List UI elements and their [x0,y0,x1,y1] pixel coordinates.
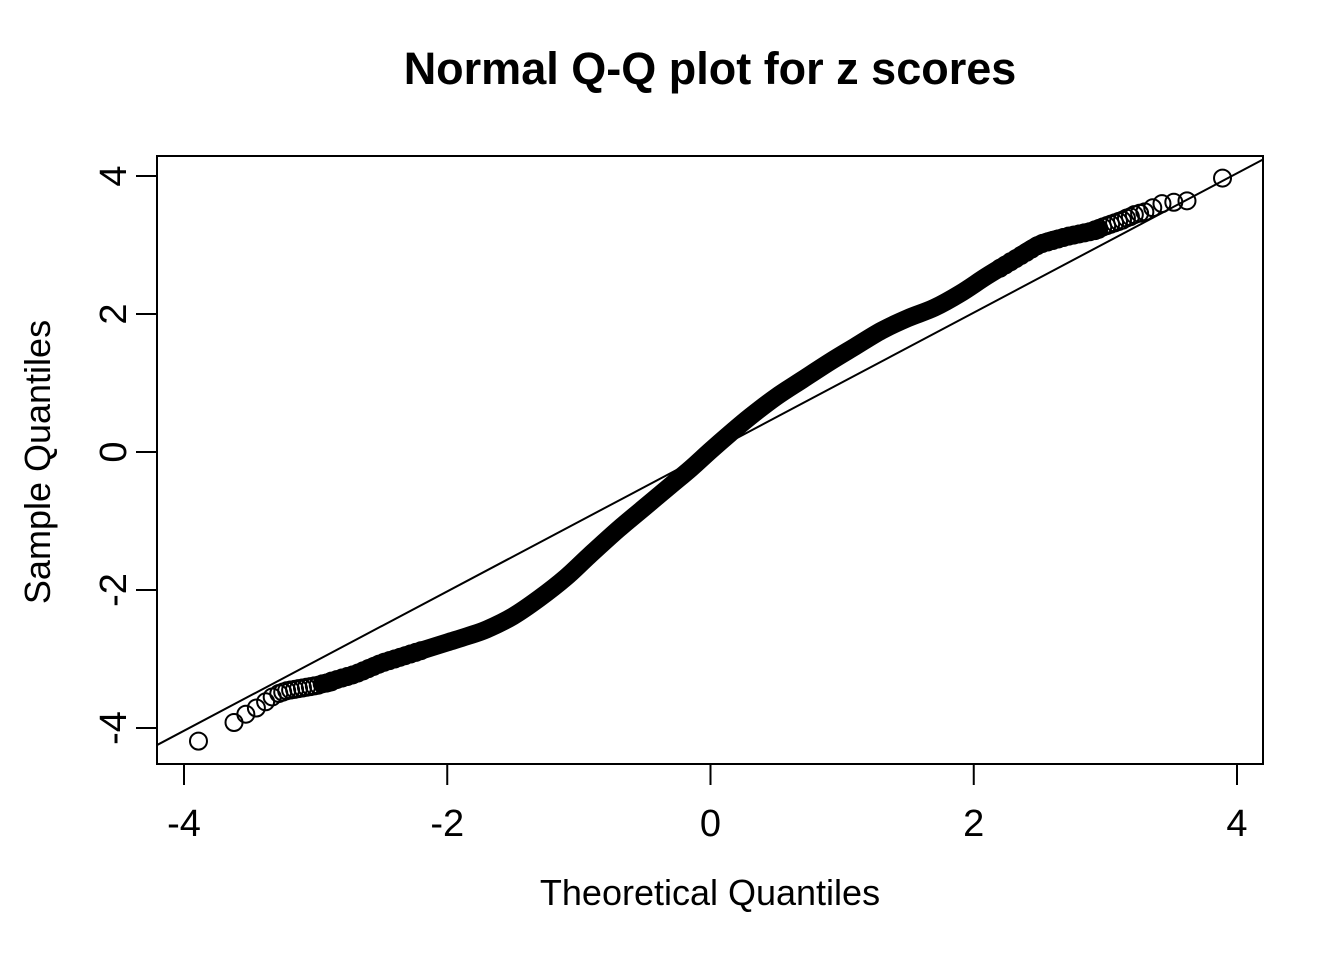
band-edge-circle [1001,252,1021,272]
y-tick-label: 2 [93,303,135,324]
y-tick-label: 0 [93,441,135,462]
left-tail-circle [273,682,293,702]
band-edge-circle [995,255,1015,275]
band-edge-circle [1011,245,1031,265]
left-chain-circle [321,672,341,692]
x-tick-label: -2 [430,803,464,845]
left-tail-circle [236,704,256,724]
y-tick-label: 4 [93,165,135,186]
x-tick-label: 0 [700,803,721,845]
y-tick-label: -2 [93,573,135,607]
right-tail-circle [1213,168,1233,188]
left-tail-circle [224,712,244,732]
right-tail-circle [1152,194,1172,214]
band-edge-circle [990,258,1010,278]
y-tick-label: -4 [93,711,135,745]
band-edge-circle [1016,242,1036,262]
right-tail-circle [1143,198,1163,218]
band-edge-circle [1006,249,1026,269]
band-edge-circle [1022,239,1042,259]
x-tick-label: 2 [963,803,984,845]
x-tick-label: 4 [1226,803,1247,845]
left-tail-circle [188,731,208,751]
right-tail-circle [1177,191,1197,211]
x-axis-title: Theoretical Quantiles [539,872,881,913]
right-tail-circle [1164,192,1184,212]
qq-point-band [313,220,1108,693]
x-tick-label: -4 [167,803,201,845]
band-edge-circle [411,641,431,661]
chart-title: Normal Q-Q plot for z scores [403,43,1017,94]
